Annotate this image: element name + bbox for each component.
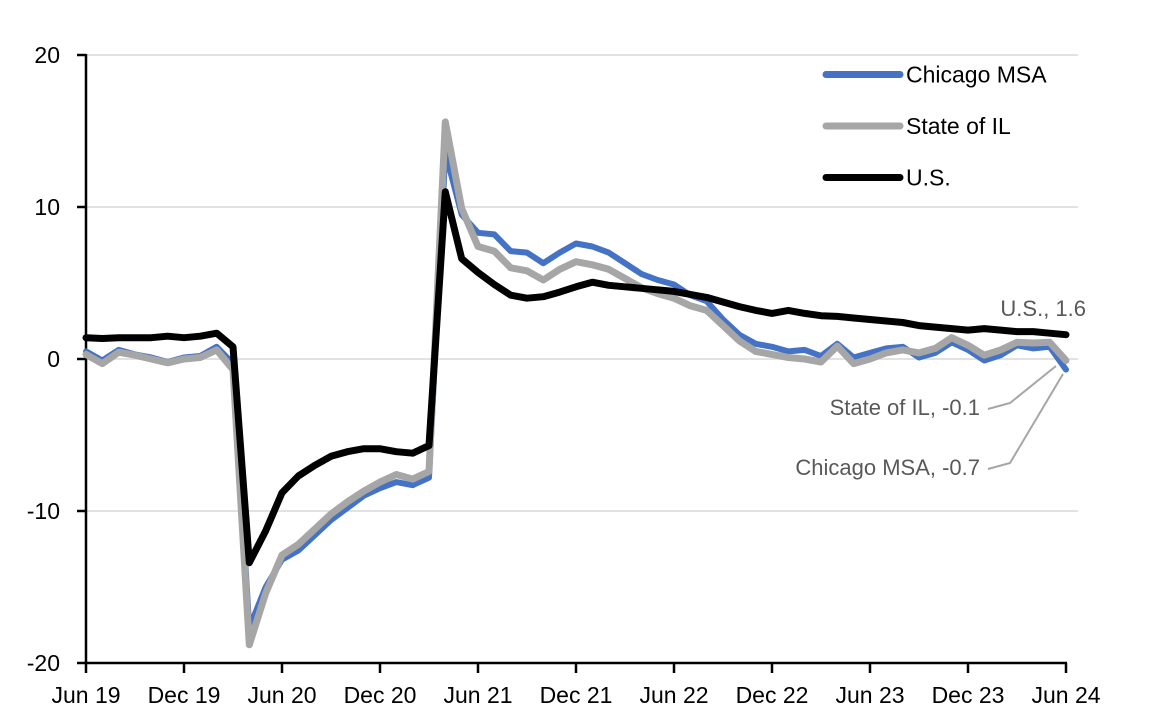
- y-tick-label: -20: [27, 650, 60, 676]
- legend: Chicago MSA State of IL U.S.: [822, 62, 1047, 191]
- annotation-leader-state-of-il: [987, 365, 1057, 410]
- x-tick-label: Jun 24: [1031, 682, 1100, 708]
- annotations: U.S., 1.6 State of IL, -0.1 Chicago MSA, -…: [795, 296, 1086, 480]
- annotation-u-s: U.S., 1.6: [1000, 296, 1086, 321]
- y-tick-label: 10: [34, 194, 60, 220]
- annotation-leader-chicago-msa: [987, 373, 1064, 470]
- y-tick-label: 20: [34, 42, 60, 68]
- x-tick-label: Jun 23: [835, 682, 904, 708]
- axes: 20 10 0 -10 -20 Jun 19 Dec 19 Jun 20 Dec 20 Jun 2…: [27, 42, 1101, 708]
- annotation-chicago-msa: Chicago MSA, -0.7: [795, 455, 980, 480]
- x-tick-label: Dec 23: [932, 682, 1005, 708]
- legend-label-chicago-msa: Chicago MSA: [906, 62, 1047, 88]
- series-line-state-of-il: [82, 118, 1070, 649]
- x-tick-label: Jun 20: [247, 682, 316, 708]
- x-tick-label: Jun 19: [51, 682, 120, 708]
- legend-label-state-of-il: State of IL: [906, 113, 1011, 139]
- x-tick-label: Dec 20: [344, 682, 417, 708]
- gridlines: [86, 54, 1078, 512]
- x-tick-label: Dec 19: [148, 682, 221, 708]
- y-tick-label: -10: [27, 498, 60, 524]
- x-tick-label: Jun 21: [443, 682, 512, 708]
- x-tick-label: Dec 22: [736, 682, 809, 708]
- series-line-u-s: [82, 188, 1070, 567]
- x-tick-label: Jun 22: [639, 682, 708, 708]
- annotation-state-of-il: State of IL, -0.1: [830, 395, 980, 420]
- x-tick-label: Dec 21: [540, 682, 613, 708]
- legend-label-u-s: U.S.: [906, 165, 951, 191]
- y-tick-label: 0: [47, 346, 60, 372]
- series-lines: [82, 118, 1070, 649]
